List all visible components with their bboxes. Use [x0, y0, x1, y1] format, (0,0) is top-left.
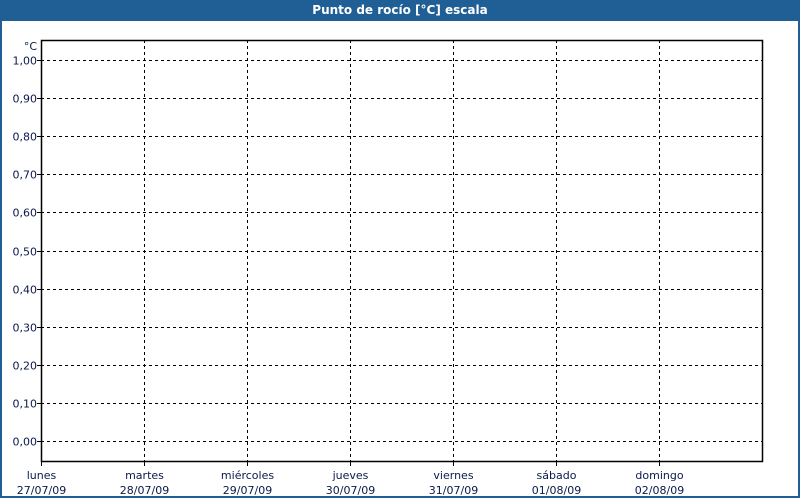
y-tick-label: 0,10: [13, 398, 38, 411]
x-tick-day: martes: [125, 469, 164, 482]
x-tick-date: 02/08/09: [635, 484, 684, 497]
x-tick-date: 30/07/09: [326, 484, 375, 497]
y-tick-label: 0,40: [13, 284, 38, 297]
y-tick-label: 0,20: [13, 360, 38, 373]
y-tick-label: 0,60: [13, 207, 38, 220]
x-tick-day: jueves: [332, 469, 369, 482]
x-tick-date: 31/07/09: [429, 484, 478, 497]
x-tick-day: lunes: [27, 469, 57, 482]
y-tick-label: 0,90: [13, 93, 38, 106]
x-tick-day: viernes: [433, 469, 473, 482]
x-tick-date: 28/07/09: [120, 484, 169, 497]
x-tick-date: 29/07/09: [223, 484, 272, 497]
x-tick-date: 27/07/09: [17, 484, 66, 497]
y-tick-label: 0,70: [13, 169, 38, 182]
x-tick-day: sábado: [537, 469, 577, 482]
chart-title: Punto de rocío [°C] escala: [0, 0, 800, 21]
x-tick-date: 01/08/09: [532, 484, 581, 497]
y-tick-label: 0,50: [13, 246, 38, 259]
y-tick-label: 0,30: [13, 322, 38, 335]
y-axis-unit: °C: [24, 40, 38, 53]
x-tick-day: miércoles: [221, 469, 274, 482]
y-tick-label: 1,00: [13, 55, 38, 68]
y-tick-label: 0,80: [13, 131, 38, 144]
plot-area-border: [40, 39, 764, 463]
x-tick-day: domingo: [635, 469, 683, 482]
y-tick-label: 0,00: [13, 436, 38, 449]
